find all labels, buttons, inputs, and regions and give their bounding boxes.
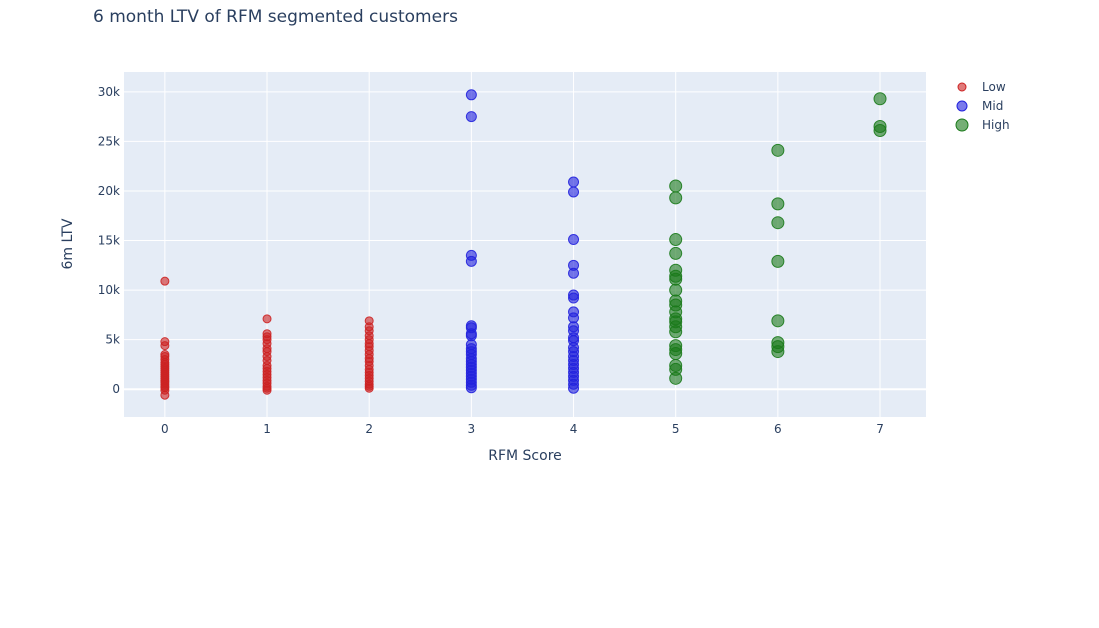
data-point: [465, 111, 477, 123]
legend-item-high[interactable]: High: [955, 118, 1010, 132]
data-point: [568, 234, 580, 246]
data-point: [873, 92, 887, 106]
legend[interactable]: Low Mid High: [955, 80, 1010, 132]
data-point: [669, 246, 683, 260]
legend-marker: [955, 118, 969, 132]
series-high: [669, 92, 887, 385]
y-tick-label: 15k: [98, 234, 120, 248]
y-axis-ticks: 0 5k 10k 15k 20k 25k 30k: [98, 85, 120, 396]
data-point: [771, 345, 785, 359]
data-point: [160, 341, 170, 351]
data-point: [465, 89, 477, 101]
legend-label: Mid: [982, 99, 1003, 113]
data-point: [771, 143, 785, 157]
data-point: [669, 191, 683, 205]
data-point: [568, 292, 580, 304]
data-point: [771, 254, 785, 268]
series-mid: [465, 89, 580, 394]
y-tick-label: 25k: [98, 134, 120, 148]
data-point: [771, 197, 785, 211]
data-point: [669, 371, 683, 385]
data-point: [568, 382, 580, 394]
data-point: [160, 276, 170, 286]
x-tick-label: 4: [570, 422, 578, 436]
data-point: [669, 325, 683, 339]
legend-item-low[interactable]: Low: [957, 80, 1006, 94]
data-points: [160, 89, 887, 400]
y-tick-label: 0: [112, 382, 120, 396]
data-point: [771, 314, 785, 328]
y-axis-title: 6m LTV: [60, 218, 76, 269]
data-point: [364, 383, 374, 393]
data-point: [465, 255, 477, 267]
y-tick-label: 10k: [98, 283, 120, 297]
data-point: [160, 390, 170, 400]
plot-background: [124, 72, 926, 417]
y-tick-label: 30k: [98, 85, 120, 99]
x-tick-label: 6: [774, 422, 782, 436]
x-tick-label: 0: [161, 422, 169, 436]
data-point: [568, 186, 580, 198]
x-axis-title: RFM Score: [488, 448, 562, 464]
x-tick-label: 5: [672, 422, 680, 436]
data-point: [568, 176, 580, 188]
chart-title: 6 month LTV of RFM segmented customers: [93, 7, 458, 27]
data-point: [669, 347, 683, 361]
x-tick-label: 1: [263, 422, 271, 436]
legend-marker: [956, 100, 968, 112]
legend-label: High: [982, 118, 1010, 132]
series-low: [160, 276, 374, 400]
data-point: [262, 385, 272, 395]
legend-label: Low: [982, 80, 1006, 94]
data-point: [669, 179, 683, 193]
data-point: [669, 283, 683, 297]
data-point: [465, 382, 477, 394]
y-tick-label: 5k: [105, 333, 120, 347]
data-point: [669, 272, 683, 286]
y-tick-label: 20k: [98, 184, 120, 198]
legend-item-mid[interactable]: Mid: [956, 99, 1003, 113]
data-point: [568, 267, 580, 279]
data-point: [873, 123, 887, 137]
data-point: [262, 314, 272, 324]
data-point: [669, 233, 683, 247]
x-tick-label: 2: [365, 422, 373, 436]
x-tick-label: 3: [468, 422, 476, 436]
x-tick-label: 7: [876, 422, 884, 436]
x-axis-ticks: 0 1 2 3 4 5 6 7: [161, 422, 884, 436]
data-point: [771, 216, 785, 230]
legend-marker: [957, 82, 967, 92]
